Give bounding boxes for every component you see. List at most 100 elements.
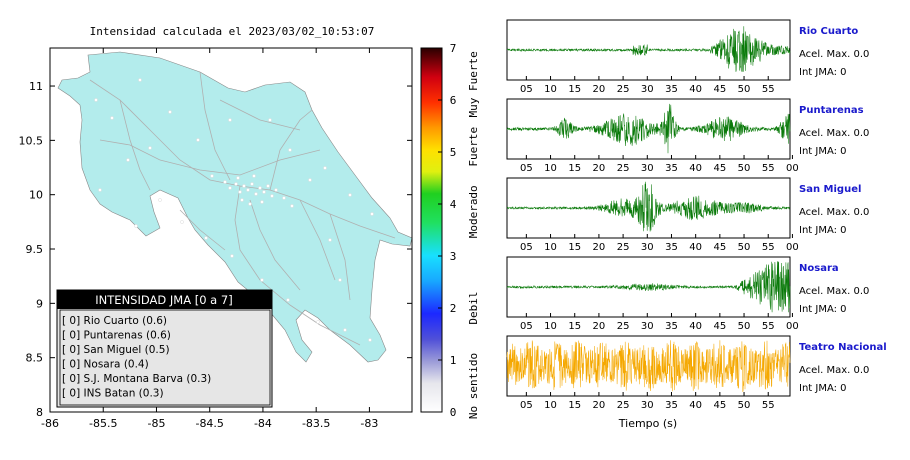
map-y-tick-label: 9 <box>36 297 43 310</box>
station-int-jma: Int JMA: 0 <box>799 304 847 315</box>
waveform-tick-label: 05 <box>520 163 533 174</box>
colorbar-label: Moderado <box>467 185 480 238</box>
waveform-tick-label: 45 <box>713 321 726 332</box>
waveform-tick-label: 45 <box>713 163 726 174</box>
waveform-panel: 05 10 15 20 25 30 35 40 45 50 55 Rio Cuarto Acel. Ma… <box>506 19 869 95</box>
legend-entry: [ 0] San Miguel (0.5) <box>62 344 170 356</box>
map-x-tick-label: -83.5 <box>302 417 330 430</box>
waveform-tick-label: 05 <box>520 84 533 95</box>
map-x-tick-label: -84 <box>254 417 272 430</box>
legend-title: INTENSIDAD JMA [0 a 7] <box>95 293 232 307</box>
waveform-tick-label: 25 <box>617 163 630 174</box>
map-x-axis: -86 -85.5 -85 -84.5 -84 -83.5 -83 <box>41 48 378 430</box>
waveform-tick-label: 15 <box>568 242 581 253</box>
station-name: San Miguel <box>799 184 861 195</box>
map-y-tick-label: 11 <box>29 80 43 93</box>
waveform-tick-label: 00 <box>786 163 799 174</box>
station-int-jma: Int JMA: 0 <box>799 383 847 394</box>
waveform-tick-label: 10 <box>544 84 557 95</box>
waveform-tick-label: 10 <box>544 242 557 253</box>
colorbar-ticks: 0 1 2 3 4 5 6 7 <box>438 42 457 419</box>
map-y-tick-label: 9.5 <box>26 243 44 256</box>
waveform-trace <box>506 261 791 313</box>
waveform-tick-label: 45 <box>713 242 726 253</box>
waveform-tick-label: 30 <box>641 163 654 174</box>
waveform-tick-label: 55 <box>762 321 775 332</box>
waveform-tick-label: 35 <box>665 163 678 174</box>
map-y-tick-label: 8 <box>36 406 43 419</box>
waveform-tick-label: 30 <box>641 400 654 411</box>
legend-entries: [ 0] Rio Cuarto (0.6) [ 0] Puntarenas (0.… <box>62 315 211 400</box>
colorbar-tick-label: 4 <box>450 198 457 211</box>
map-frame <box>49 47 413 413</box>
waveform-tick-label: 40 <box>689 163 702 174</box>
legend-entry: [ 0] S.J. Montana Barva (0.3) <box>62 373 211 385</box>
waveform-tick-label: 40 <box>689 242 702 253</box>
waveform-tick-label: 25 <box>617 400 630 411</box>
waveform-tick-label: 50 <box>738 400 751 411</box>
station-acel-max: Acel. Max. 0.0 <box>799 128 869 139</box>
costa-rica-land <box>57 51 412 363</box>
waveform-tick-label: 30 <box>641 321 654 332</box>
station-int-jma: Int JMA: 0 <box>799 146 847 157</box>
waveform-tick-label: 15 <box>568 84 581 95</box>
map-y-axis: 8 8.5 9 9.5 10 10.5 11 <box>19 80 412 419</box>
colorbar-label: No sentido <box>467 353 480 419</box>
waveform-panel: 05 10 15 20 25 30 35 40 45 50 55 Teatro Nacional Ace… <box>506 335 887 411</box>
waveform-tick-label: 20 <box>593 242 606 253</box>
waveform-tick-label: 50 <box>738 163 751 174</box>
waveform-tick-label: 45 <box>713 84 726 95</box>
legend-inner <box>59 309 271 406</box>
waveform-tick-label: 40 <box>689 321 702 332</box>
waveform-tick-label: 50 <box>738 321 751 332</box>
waveform-tick-label: 35 <box>665 321 678 332</box>
waveform-tick-label: 10 <box>544 321 557 332</box>
map-x-tick-label: -83 <box>360 417 378 430</box>
waveform-panels: 05 10 15 20 25 30 35 40 45 50 55 Rio Cuarto Acel. Ma… <box>506 19 887 411</box>
waveform-tick-label: 50 <box>738 84 751 95</box>
colorbar-tick-label: 3 <box>450 250 457 263</box>
colorbar-label: Muy Fuerte <box>467 51 480 117</box>
station-acel-max: Acel. Max. 0.0 <box>799 365 869 376</box>
station-name: Teatro Nacional <box>799 342 887 353</box>
map-area <box>57 51 412 363</box>
map-title: Intensidad calculada el 2023/03/02_10:53… <box>90 25 375 38</box>
legend-header <box>57 290 272 309</box>
waveform-tick-label: 40 <box>689 400 702 411</box>
colorbar-tick-label: 1 <box>450 354 457 367</box>
waveform-trace <box>506 340 791 392</box>
station-name: Puntarenas <box>799 105 864 116</box>
waveform-tick-label: 15 <box>568 163 581 174</box>
legend-entry: [ 0] Puntarenas (0.6) <box>62 330 171 342</box>
waveform-tick-label: 10 <box>544 163 557 174</box>
colorbar-tick-label: 6 <box>450 94 457 107</box>
colorbar: 0 1 2 3 4 5 6 7 No sentido Debil Moderado Fuerte Mu… <box>420 42 480 419</box>
waveform-tick-label: 25 <box>617 321 630 332</box>
colorbar-tick-label: 7 <box>450 42 457 55</box>
intensity-legend: INTENSIDAD JMA [0 a 7] [ 0] Rio Cuarto (… <box>56 289 273 408</box>
colorbar-tick-label: 5 <box>450 146 457 159</box>
map-y-tick-label: 8.5 <box>26 352 44 365</box>
waveform-tick-label: 55 <box>762 242 775 253</box>
waveform-tick-label: 00 <box>786 321 799 332</box>
waveform-tick-label: 20 <box>593 163 606 174</box>
waveform-trace <box>506 181 791 232</box>
station-name: Rio Cuarto <box>799 26 858 37</box>
map-y-tick-label: 10.5 <box>19 134 44 147</box>
waveform-trace <box>506 26 791 72</box>
legend-body <box>56 289 273 408</box>
station-int-jma: Int JMA: 0 <box>799 67 847 78</box>
colorbar-label: Fuerte <box>467 127 480 167</box>
map-y-tick-label: 10 <box>29 189 43 202</box>
station-name: Nosara <box>799 263 839 274</box>
waveform-tick-label: 55 <box>762 84 775 95</box>
station-acel-max: Acel. Max. 0.0 <box>799 286 869 297</box>
waveform-tick-label: 25 <box>617 84 630 95</box>
waveform-tick-label: 30 <box>641 84 654 95</box>
waveform-panel: 05 10 15 20 25 30 35 40 45 50 55 00 San Miguel Acel. … <box>506 177 869 253</box>
waveform-tick-label: 15 <box>568 321 581 332</box>
waveform-panel: 05 10 15 20 25 30 35 40 45 50 55 00 Puntarenas Acel. … <box>506 98 869 174</box>
waveform-tick-label: 20 <box>593 321 606 332</box>
waveform-tick-label: 55 <box>762 163 775 174</box>
